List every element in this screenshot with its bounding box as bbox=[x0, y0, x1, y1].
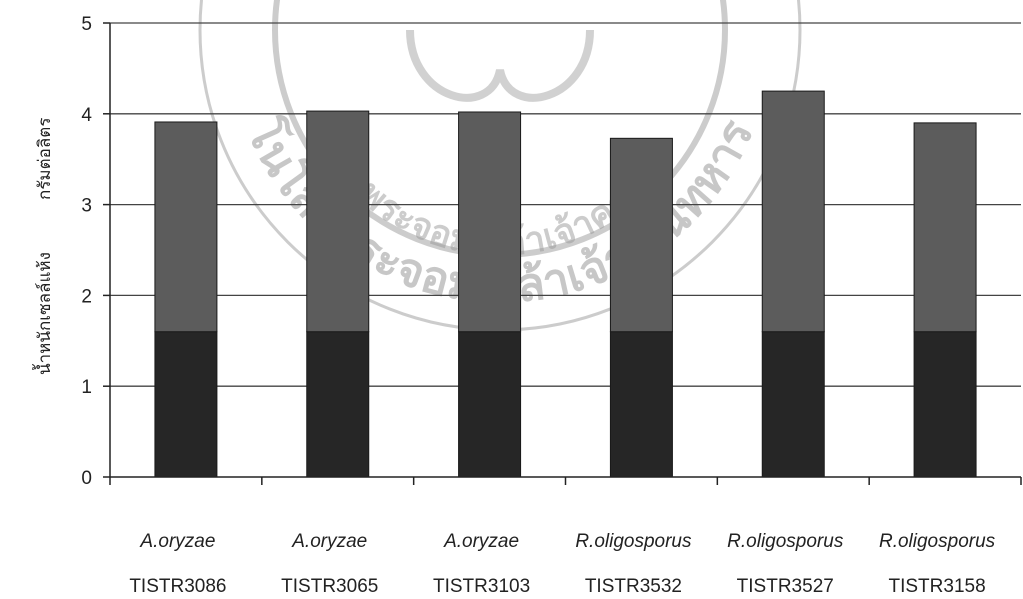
axes bbox=[103, 22, 1022, 485]
y-tick-label: 4 bbox=[81, 105, 92, 126]
x-category-code: TISTR3086 bbox=[129, 576, 226, 597]
x-category-code: TISTR3065 bbox=[281, 576, 378, 597]
x-category-species: A.oryzae bbox=[291, 531, 367, 552]
x-category-labels: A.oryzae TISTR3086 A.oryzae TISTR3065 A.oryz… bbox=[129, 531, 995, 597]
y-tick-label: 2 bbox=[81, 286, 92, 307]
x-category-code: TISTR3532 bbox=[585, 576, 682, 597]
x-category-species: A.oryzae bbox=[443, 531, 519, 552]
x-category-code: TISTR3527 bbox=[737, 576, 834, 597]
x-category-code: TISTR3158 bbox=[889, 576, 986, 597]
y-tick-label: 0 bbox=[81, 468, 92, 489]
bar-segment bbox=[154, 331, 218, 478]
bar-segment bbox=[609, 137, 673, 333]
y-axis-label-part2: กรัมต่อลิตร bbox=[35, 118, 55, 200]
x-category-species: R.oligosporus bbox=[727, 531, 844, 552]
y-tick-label: 3 bbox=[81, 196, 92, 217]
bars-group bbox=[154, 90, 977, 478]
y-tick-label: 5 bbox=[81, 14, 92, 35]
y-axis-label-part1: น้ำหนักเซลล์แห้ง bbox=[32, 252, 55, 375]
bar-segment bbox=[913, 122, 977, 333]
bar-segment bbox=[609, 331, 673, 478]
seal-emblem bbox=[406, 29, 594, 102]
bar-segment bbox=[458, 331, 522, 478]
bar-segment bbox=[458, 111, 522, 333]
bar-segment bbox=[913, 331, 977, 478]
bar-segment bbox=[154, 121, 218, 333]
y-tick-labels: 0 1 2 3 4 5 bbox=[81, 14, 92, 489]
bar-segment bbox=[761, 331, 825, 478]
x-category-species: A.oryzae bbox=[139, 531, 215, 552]
bar-segment bbox=[761, 90, 825, 333]
y-axis-title: น้ำหนักเซลล์แห้ง กรัมต่อลิตร bbox=[32, 118, 55, 375]
x-category-species: R.oligosporus bbox=[575, 531, 692, 552]
x-category-species: R.oligosporus bbox=[879, 531, 996, 552]
x-category-code: TISTR3103 bbox=[433, 576, 530, 597]
bar-segment bbox=[306, 331, 370, 478]
grid-lines bbox=[110, 22, 1021, 387]
y-tick-label: 1 bbox=[81, 377, 92, 398]
bar-segment bbox=[306, 110, 370, 333]
